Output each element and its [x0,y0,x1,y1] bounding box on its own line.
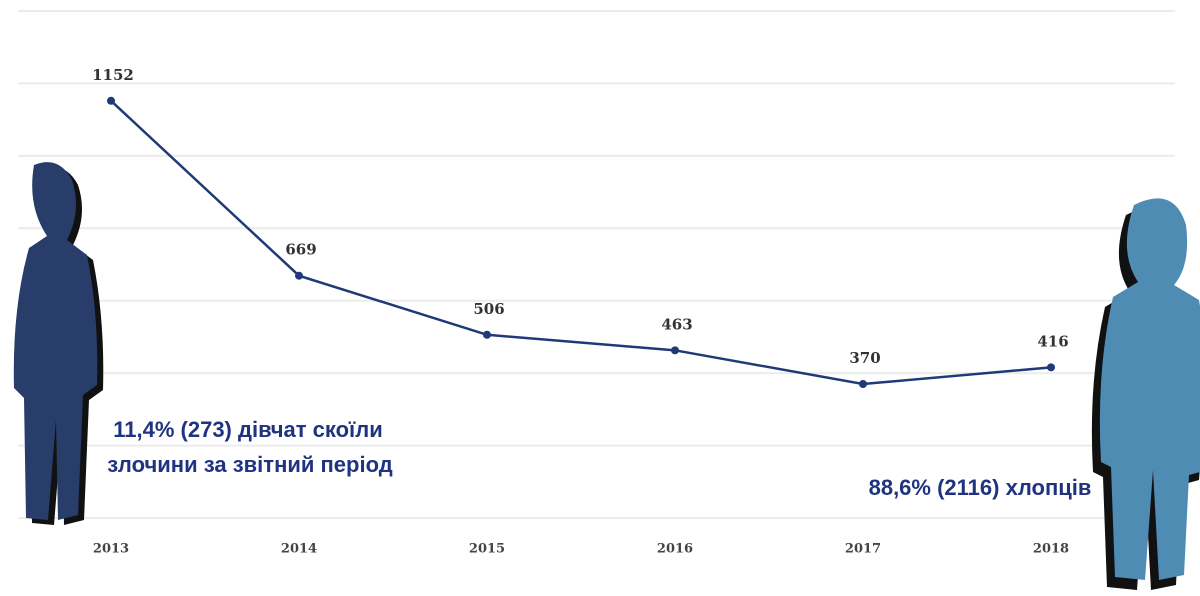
annotation: 11,4% (273) дівчат скоїли [113,417,383,442]
point [107,96,115,105]
line [110,99,1052,386]
point [1047,363,1055,372]
x-tick-label: 2015 [469,542,505,557]
point [483,330,491,339]
x-tick-label: 2017 [845,542,881,557]
value-label: 370 [849,349,880,367]
x-tick-label: 2016 [657,542,693,557]
x-tick-label: 2018 [1033,542,1069,557]
girl-silhouette [13,162,104,525]
x-tick-label: 2014 [281,542,317,557]
annotation: 88,6% (2116) хлопців [869,475,1092,500]
x-tick-label: 2013 [93,542,129,557]
point [295,271,303,280]
value-label: 506 [473,300,504,318]
value-label: 1152 [92,66,134,84]
value-label: 463 [661,315,692,333]
boy-silhouette [1091,198,1200,590]
value-label: 416 [1037,332,1068,350]
point [671,346,679,355]
value-label: 669 [285,241,316,259]
point [859,380,867,389]
annotation: злочини за звітний період [107,452,392,477]
